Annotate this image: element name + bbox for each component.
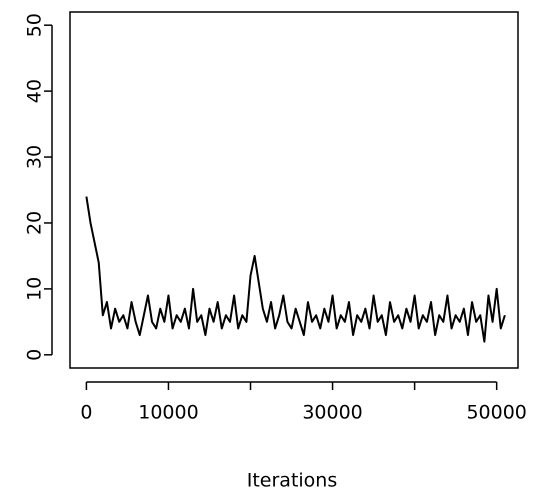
x-tick-label: 30000 xyxy=(302,402,362,424)
x-axis-label: Iterations xyxy=(247,470,338,492)
y-tick-label: 50 xyxy=(24,13,46,37)
y-tick-label: 0 xyxy=(24,349,46,361)
y-tick-label: 40 xyxy=(24,79,46,103)
x-tick-label: 10000 xyxy=(138,402,198,424)
trace-line xyxy=(85,196,506,343)
y-tick-label: 20 xyxy=(24,211,46,235)
y-tick-label: 30 xyxy=(24,145,46,169)
x-tick-label: 0 xyxy=(80,402,92,424)
plot-box xyxy=(69,11,519,369)
y-tick-label: 10 xyxy=(24,277,46,301)
x-tick-label: 50000 xyxy=(466,402,526,424)
